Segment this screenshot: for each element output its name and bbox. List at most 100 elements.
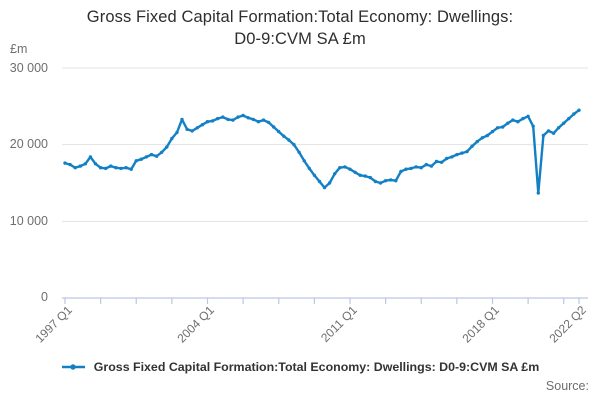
data-point-marker[interactable]	[124, 166, 128, 170]
data-point-marker[interactable]	[541, 133, 546, 138]
data-point-marker[interactable]	[475, 139, 479, 144]
data-point-marker[interactable]	[490, 129, 495, 134]
data-point-marker[interactable]	[266, 120, 271, 125]
data-point-marker[interactable]	[104, 166, 108, 171]
data-point-marker[interactable]	[144, 155, 149, 159]
data-point-marker[interactable]	[536, 191, 540, 195]
data-point-marker[interactable]	[297, 150, 301, 154]
data-point-marker[interactable]	[470, 144, 474, 148]
data-point-marker[interactable]	[93, 162, 98, 166]
data-point-marker[interactable]	[78, 164, 83, 168]
data-point-marker[interactable]	[165, 145, 169, 149]
data-point-marker[interactable]	[251, 117, 255, 122]
data-point-marker[interactable]	[450, 155, 454, 159]
data-point-marker[interactable]	[139, 157, 143, 161]
data-point-marker[interactable]	[348, 167, 352, 171]
data-point-marker[interactable]	[455, 152, 459, 157]
data-point-marker[interactable]	[409, 166, 413, 171]
data-point-marker[interactable]	[134, 159, 138, 163]
data-point-marker[interactable]	[338, 166, 342, 170]
data-point-marker[interactable]	[63, 161, 67, 165]
data-point-marker[interactable]	[439, 160, 444, 164]
data-point-marker[interactable]	[363, 174, 367, 178]
data-point-marker[interactable]	[404, 167, 408, 171]
data-point-marker[interactable]	[429, 164, 434, 168]
data-point-marker[interactable]	[562, 121, 566, 125]
data-point-marker[interactable]	[277, 129, 281, 134]
data-point-marker[interactable]	[88, 155, 93, 159]
data-point-marker[interactable]	[119, 166, 123, 171]
data-point-marker[interactable]	[546, 129, 551, 133]
data-point-marker[interactable]	[195, 126, 199, 130]
data-point-marker[interactable]	[378, 181, 383, 185]
data-point-marker[interactable]	[98, 166, 103, 170]
data-point-marker[interactable]	[221, 115, 225, 119]
data-point-marker[interactable]	[246, 116, 250, 120]
data-point-marker[interactable]	[460, 151, 464, 155]
data-point-marker[interactable]	[353, 170, 357, 174]
data-point-marker[interactable]	[445, 156, 449, 161]
data-point-marker[interactable]	[210, 119, 215, 123]
legend-series-label[interactable]: Gross Fixed Capital Formation:Total Econ…	[93, 360, 540, 374]
data-point-marker[interactable]	[185, 127, 189, 131]
data-point-marker[interactable]	[261, 118, 266, 122]
data-point-marker[interactable]	[572, 112, 576, 116]
data-point-marker[interactable]	[231, 118, 235, 122]
data-point-marker[interactable]	[317, 179, 322, 184]
data-point-marker[interactable]	[567, 116, 571, 121]
data-point-marker[interactable]	[302, 159, 306, 163]
data-point-marker[interactable]	[307, 166, 311, 171]
data-point-marker[interactable]	[241, 113, 245, 118]
data-point-marker[interactable]	[343, 165, 347, 169]
data-point-marker[interactable]	[424, 162, 428, 167]
data-point-marker[interactable]	[399, 169, 403, 174]
data-point-marker[interactable]	[368, 175, 372, 180]
data-point-marker[interactable]	[83, 162, 88, 166]
data-point-marker[interactable]	[129, 167, 133, 171]
data-point-marker[interactable]	[216, 116, 220, 121]
data-point-marker[interactable]	[312, 173, 317, 177]
data-point-marker[interactable]	[394, 179, 398, 183]
data-point-marker[interactable]	[154, 154, 159, 158]
data-point-marker[interactable]	[419, 166, 423, 170]
data-point-marker[interactable]	[114, 166, 118, 170]
data-point-marker[interactable]	[322, 185, 327, 190]
data-point-marker[interactable]	[373, 179, 378, 184]
data-point-marker[interactable]	[577, 108, 581, 112]
data-point-marker[interactable]	[149, 152, 154, 157]
data-point-marker[interactable]	[160, 150, 164, 154]
data-point-marker[interactable]	[501, 125, 505, 129]
data-point-marker[interactable]	[434, 159, 439, 164]
data-point-marker[interactable]	[414, 165, 418, 169]
data-series-line[interactable]	[63, 108, 581, 195]
data-point-marker[interactable]	[282, 134, 286, 138]
data-point-marker[interactable]	[180, 117, 184, 122]
data-point-marker[interactable]	[236, 115, 240, 119]
data-point-marker[interactable]	[521, 116, 525, 121]
data-point-marker[interactable]	[506, 121, 510, 125]
data-point-marker[interactable]	[68, 162, 72, 167]
data-point-marker[interactable]	[526, 114, 530, 119]
data-point-marker[interactable]	[333, 172, 337, 176]
data-point-marker[interactable]	[551, 131, 556, 135]
data-point-marker[interactable]	[73, 166, 77, 170]
data-point-marker[interactable]	[327, 181, 332, 185]
data-point-marker[interactable]	[556, 126, 561, 130]
data-point-marker[interactable]	[109, 164, 113, 168]
data-point-marker[interactable]	[205, 120, 210, 124]
data-point-marker[interactable]	[531, 124, 535, 128]
data-point-marker[interactable]	[170, 136, 174, 141]
data-point-marker[interactable]	[287, 138, 291, 142]
data-point-marker[interactable]	[292, 143, 296, 147]
data-point-marker[interactable]	[200, 123, 205, 127]
data-point-marker[interactable]	[256, 120, 261, 124]
data-point-marker[interactable]	[358, 173, 362, 177]
data-point-marker[interactable]	[383, 179, 388, 183]
data-point-marker[interactable]	[226, 117, 230, 122]
data-point-marker[interactable]	[389, 178, 393, 182]
data-point-marker[interactable]	[190, 129, 194, 133]
data-point-marker[interactable]	[272, 125, 276, 129]
data-point-marker[interactable]	[465, 149, 469, 154]
data-point-marker[interactable]	[175, 130, 179, 135]
